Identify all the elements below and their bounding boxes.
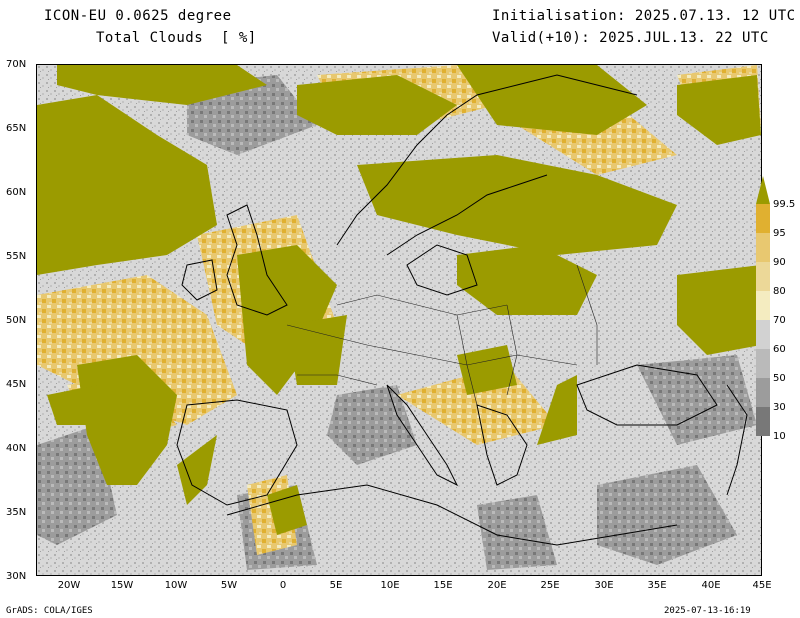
lat-tick-label: 45N <box>6 379 27 390</box>
legend-label: 99.5 <box>773 199 796 210</box>
lat-tick-label: 65N <box>6 123 27 134</box>
lat-tick-label: 50N <box>6 315 27 326</box>
lon-tick-label: 10E <box>380 580 400 591</box>
country-borders <box>286 264 598 406</box>
lon-tick-label: 15W <box>110 580 134 591</box>
model-title: ICON-EU 0.0625 degree <box>44 8 232 24</box>
legend-swatch <box>756 378 770 407</box>
lat-tick-label: 60N <box>6 187 27 198</box>
lat-tick-label: 30N <box>6 571 27 582</box>
lon-tick-label: 25E <box>540 580 560 591</box>
lat-tick-label: 35N <box>6 507 27 518</box>
initialisation-time: Initialisation: 2025.07.13. 12 UTC <box>492 8 796 24</box>
legend-swatch <box>756 204 770 233</box>
legend-label: 90 <box>773 257 786 268</box>
cloud-map[interactable] <box>36 64 762 576</box>
lat-tick-label: 40N <box>6 443 27 454</box>
lon-tick-label: 30E <box>594 580 614 591</box>
legend-label: 80 <box>773 286 786 297</box>
legend-label: 10 <box>773 431 786 442</box>
overcast-cloud-masses <box>37 65 761 535</box>
lon-tick-label: 35E <box>647 580 667 591</box>
legend-label: 95 <box>773 228 786 239</box>
lat-tick-label: 70N <box>6 59 27 70</box>
legend-swatch <box>756 407 770 436</box>
lon-tick-label: 40E <box>701 580 721 591</box>
legend-label: 60 <box>773 344 786 355</box>
legend-top-arrow <box>756 176 770 204</box>
legend-swatch <box>756 291 770 320</box>
lon-tick-label: 20W <box>57 580 81 591</box>
legend-label: 70 <box>773 315 786 326</box>
legend-colorbar <box>756 176 770 436</box>
coastlines <box>176 74 748 546</box>
variable-title: Total Clouds [ %] <box>96 30 257 46</box>
lon-tick-label: 5W <box>220 580 238 591</box>
footer-credit: GrADS: COLA/IGES <box>6 606 93 616</box>
lon-tick-label: 20E <box>487 580 507 591</box>
lon-tick-label: 10W <box>164 580 188 591</box>
lon-tick-label: 0 <box>279 580 287 591</box>
legend-swatch <box>756 233 770 262</box>
legend-swatch <box>756 320 770 349</box>
legend-label: 30 <box>773 402 786 413</box>
lon-tick-label: 45E <box>752 580 772 591</box>
lon-tick-label: 15E <box>433 580 453 591</box>
footer-timestamp: 2025-07-13-16:19 <box>664 606 751 616</box>
lon-tick-label: 5E <box>329 580 343 591</box>
cloud-map-canvas <box>37 65 761 575</box>
legend-label: 50 <box>773 373 786 384</box>
legend-swatch <box>756 262 770 291</box>
legend-swatch <box>756 349 770 378</box>
valid-time: Valid(+10): 2025.JUL.13. 22 UTC <box>492 30 769 46</box>
lat-tick-label: 55N <box>6 251 27 262</box>
